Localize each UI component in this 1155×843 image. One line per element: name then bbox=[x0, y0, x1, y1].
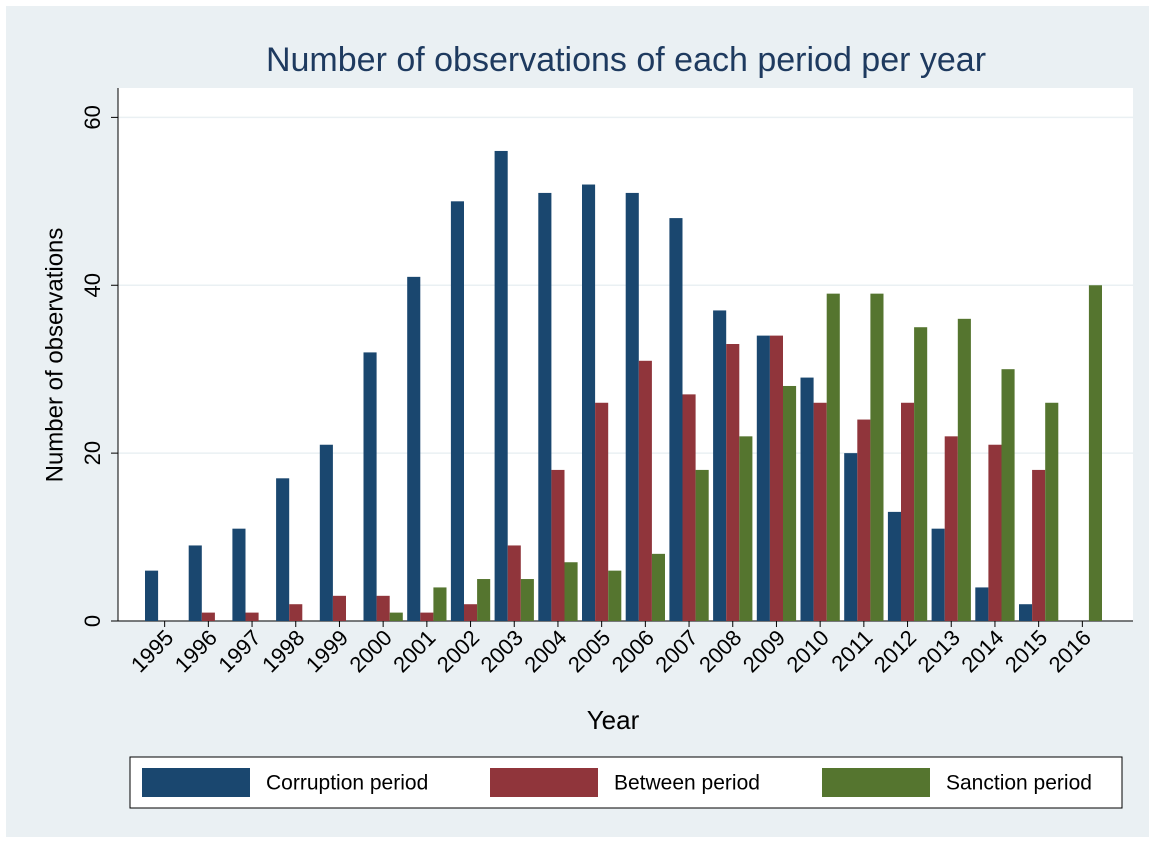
x-axis-label: Year bbox=[587, 705, 640, 735]
bar bbox=[145, 570, 159, 621]
legend-swatch bbox=[490, 768, 598, 797]
bar bbox=[957, 318, 971, 621]
bar bbox=[232, 528, 246, 621]
bar bbox=[494, 150, 508, 621]
bar bbox=[870, 293, 884, 621]
bar bbox=[931, 528, 945, 621]
bar bbox=[975, 587, 989, 621]
bar bbox=[582, 184, 596, 621]
bar bbox=[1019, 604, 1033, 621]
bar bbox=[450, 201, 464, 622]
bar bbox=[739, 436, 753, 621]
bar bbox=[713, 310, 727, 621]
legend-swatch bbox=[142, 768, 250, 797]
plot-area bbox=[118, 88, 1133, 621]
bar bbox=[887, 511, 901, 621]
bar bbox=[988, 444, 1002, 621]
y-tick-label: 40 bbox=[80, 273, 105, 297]
bar bbox=[813, 402, 827, 621]
bar bbox=[188, 545, 202, 621]
bar bbox=[695, 469, 709, 621]
y-axis-label: Number of observations bbox=[41, 228, 68, 483]
chart-title: Number of observations of each period pe… bbox=[266, 41, 986, 79]
bar bbox=[507, 545, 521, 621]
bar bbox=[914, 327, 928, 621]
bar bbox=[1001, 369, 1015, 621]
bar bbox=[477, 579, 491, 621]
bar bbox=[901, 402, 915, 621]
bar bbox=[420, 612, 434, 621]
bar bbox=[332, 595, 346, 621]
bar bbox=[201, 612, 215, 621]
bar bbox=[407, 276, 421, 621]
bar bbox=[625, 192, 639, 621]
legend-swatch bbox=[822, 768, 930, 797]
bar bbox=[363, 352, 377, 621]
bar bbox=[651, 553, 665, 621]
bar bbox=[433, 587, 447, 621]
bar bbox=[783, 385, 797, 621]
bar bbox=[520, 579, 534, 621]
bar bbox=[564, 562, 578, 621]
bar bbox=[756, 335, 770, 621]
y-tick-label: 0 bbox=[80, 615, 105, 627]
bar bbox=[669, 218, 683, 621]
bar bbox=[538, 192, 552, 621]
bar bbox=[464, 604, 478, 621]
bar bbox=[319, 444, 333, 621]
bar bbox=[638, 360, 652, 621]
bar bbox=[826, 293, 840, 621]
bar bbox=[289, 604, 303, 621]
bar bbox=[245, 612, 259, 621]
bar bbox=[844, 453, 858, 621]
bar bbox=[800, 377, 814, 621]
legend bbox=[129, 756, 1123, 809]
bar bbox=[595, 402, 609, 621]
bar bbox=[1088, 285, 1102, 621]
legend-label: Between period bbox=[614, 772, 760, 795]
bar bbox=[276, 478, 290, 621]
bar bbox=[1032, 469, 1046, 621]
bar bbox=[376, 595, 390, 621]
bar bbox=[1045, 402, 1059, 621]
bar bbox=[608, 570, 622, 621]
bar bbox=[551, 469, 565, 621]
bar bbox=[389, 612, 403, 621]
bar bbox=[682, 394, 696, 621]
bar bbox=[944, 436, 958, 621]
bar bbox=[726, 344, 740, 621]
y-tick-label: 20 bbox=[80, 441, 105, 465]
bar bbox=[857, 419, 871, 621]
legend-label: Sanction period bbox=[946, 772, 1092, 795]
legend-label: Corruption period bbox=[266, 772, 428, 795]
y-tick-label: 60 bbox=[80, 105, 105, 129]
bar bbox=[769, 335, 783, 621]
